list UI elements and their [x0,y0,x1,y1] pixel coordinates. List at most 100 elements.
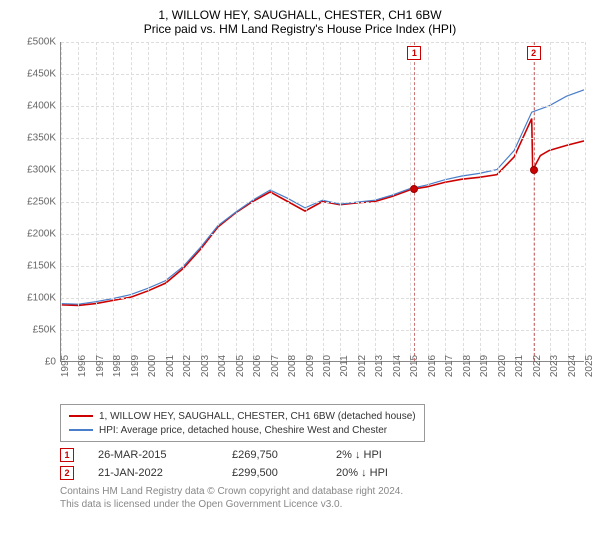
marker-dot [530,166,538,174]
x-tick-label: 2017 [444,355,455,377]
x-tick-label: 2025 [584,355,595,377]
gridline-vertical [550,42,551,361]
gridline-vertical [61,42,62,361]
marker-label-box: 2 [527,46,541,60]
sale-change: 20% ↓ HPI [336,467,426,479]
x-tick-label: 2000 [147,355,158,377]
gridline-vertical [323,42,324,361]
gridline-vertical [131,42,132,361]
gridline-vertical [463,42,464,361]
gridline-vertical [288,42,289,361]
x-tick-label: 2019 [479,355,490,377]
gridline-vertical [428,42,429,361]
x-tick-label: 2007 [270,355,281,377]
y-tick-label: £300K [27,165,56,176]
x-tick-label: 2013 [374,355,385,377]
x-axis: 1995199619971998199920002001200220032004… [60,362,584,402]
y-tick-label: £350K [27,133,56,144]
x-tick-label: 2020 [497,355,508,377]
x-tick-label: 2010 [322,355,333,377]
gridline-vertical [113,42,114,361]
legend-label: 1, WILLOW HEY, SAUGHALL, CHESTER, CH1 6B… [99,411,416,422]
x-tick-label: 2012 [357,355,368,377]
x-tick-label: 2018 [462,355,473,377]
x-tick-label: 1998 [112,355,123,377]
gridline-vertical [358,42,359,361]
x-tick-label: 2008 [287,355,298,377]
x-tick-label: 2009 [305,355,316,377]
sale-date: 21-JAN-2022 [98,467,208,479]
gridline-vertical [568,42,569,361]
marker-dot [410,185,418,193]
footer-line-1: Contains HM Land Registry data © Crown c… [60,486,588,499]
sale-marker-box: 2 [60,466,74,480]
gridline-vertical [148,42,149,361]
gridline-vertical [253,42,254,361]
gridline-vertical [498,42,499,361]
x-tick-label: 1999 [130,355,141,377]
x-tick-label: 2015 [409,355,420,377]
x-tick-label: 2014 [392,355,403,377]
legend: 1, WILLOW HEY, SAUGHALL, CHESTER, CH1 6B… [60,404,425,442]
y-tick-label: £50K [33,325,56,336]
footer-line-2: This data is licensed under the Open Gov… [60,499,588,512]
y-tick-label: £450K [27,69,56,80]
x-tick-label: 2011 [339,355,350,377]
gridline-vertical [515,42,516,361]
gridline-vertical [183,42,184,361]
x-tick-label: 2024 [567,355,578,377]
gridline-vertical [375,42,376,361]
gridline-vertical [78,42,79,361]
x-tick-label: 2005 [235,355,246,377]
x-tick-label: 2004 [217,355,228,377]
marker-guideline [414,42,415,361]
x-tick-label: 2016 [427,355,438,377]
gridline-vertical [201,42,202,361]
gridline-vertical [445,42,446,361]
x-tick-label: 2006 [252,355,263,377]
sale-price: £299,500 [232,467,312,479]
chart-subtitle: Price paid vs. HM Land Registry's House … [12,22,588,36]
chart-area: £0£50K£100K£150K£200K£250K£300K£350K£400… [12,42,588,402]
x-tick-label: 2023 [549,355,560,377]
x-tick-label: 2003 [200,355,211,377]
sale-row: 2 21-JAN-2022 £299,500 20% ↓ HPI [60,464,588,482]
legend-row: HPI: Average price, detached house, Ches… [69,423,416,437]
sale-change: 2% ↓ HPI [336,449,426,461]
gridline-vertical [340,42,341,361]
gridline-vertical [218,42,219,361]
x-tick-label: 2001 [165,355,176,377]
legend-label: HPI: Average price, detached house, Ches… [99,425,387,436]
y-axis: £0£50K£100K£150K£200K£250K£300K£350K£400… [12,42,60,362]
sale-marker-box: 1 [60,448,74,462]
chart-container: 1, WILLOW HEY, SAUGHALL, CHESTER, CH1 6B… [0,0,600,515]
x-tick-label: 1996 [77,355,88,377]
gridline-vertical [271,42,272,361]
legend-row: 1, WILLOW HEY, SAUGHALL, CHESTER, CH1 6B… [69,409,416,423]
gridline-vertical [96,42,97,361]
x-tick-label: 2002 [182,355,193,377]
y-tick-label: £200K [27,229,56,240]
x-tick-label: 2022 [532,355,543,377]
sale-price: £269,750 [232,449,312,461]
gridline-vertical [480,42,481,361]
footer-attribution: Contains HM Land Registry data © Crown c… [60,486,588,511]
gridline-vertical [410,42,411,361]
gridline-vertical [585,42,586,361]
plot-region: 12 [60,42,584,362]
y-tick-label: £500K [27,37,56,48]
chart-title: 1, WILLOW HEY, SAUGHALL, CHESTER, CH1 6B… [12,8,588,22]
gridline-vertical [236,42,237,361]
legend-swatch [69,429,93,430]
y-tick-label: £250K [27,197,56,208]
y-tick-label: £100K [27,293,56,304]
y-tick-label: £150K [27,261,56,272]
gridline-vertical [306,42,307,361]
legend-swatch [69,415,93,417]
x-tick-label: 1995 [60,355,71,377]
sale-row: 1 26-MAR-2015 £269,750 2% ↓ HPI [60,446,588,464]
gridline-vertical [393,42,394,361]
sale-date: 26-MAR-2015 [98,449,208,461]
x-tick-label: 1997 [95,355,106,377]
gridline-vertical [166,42,167,361]
